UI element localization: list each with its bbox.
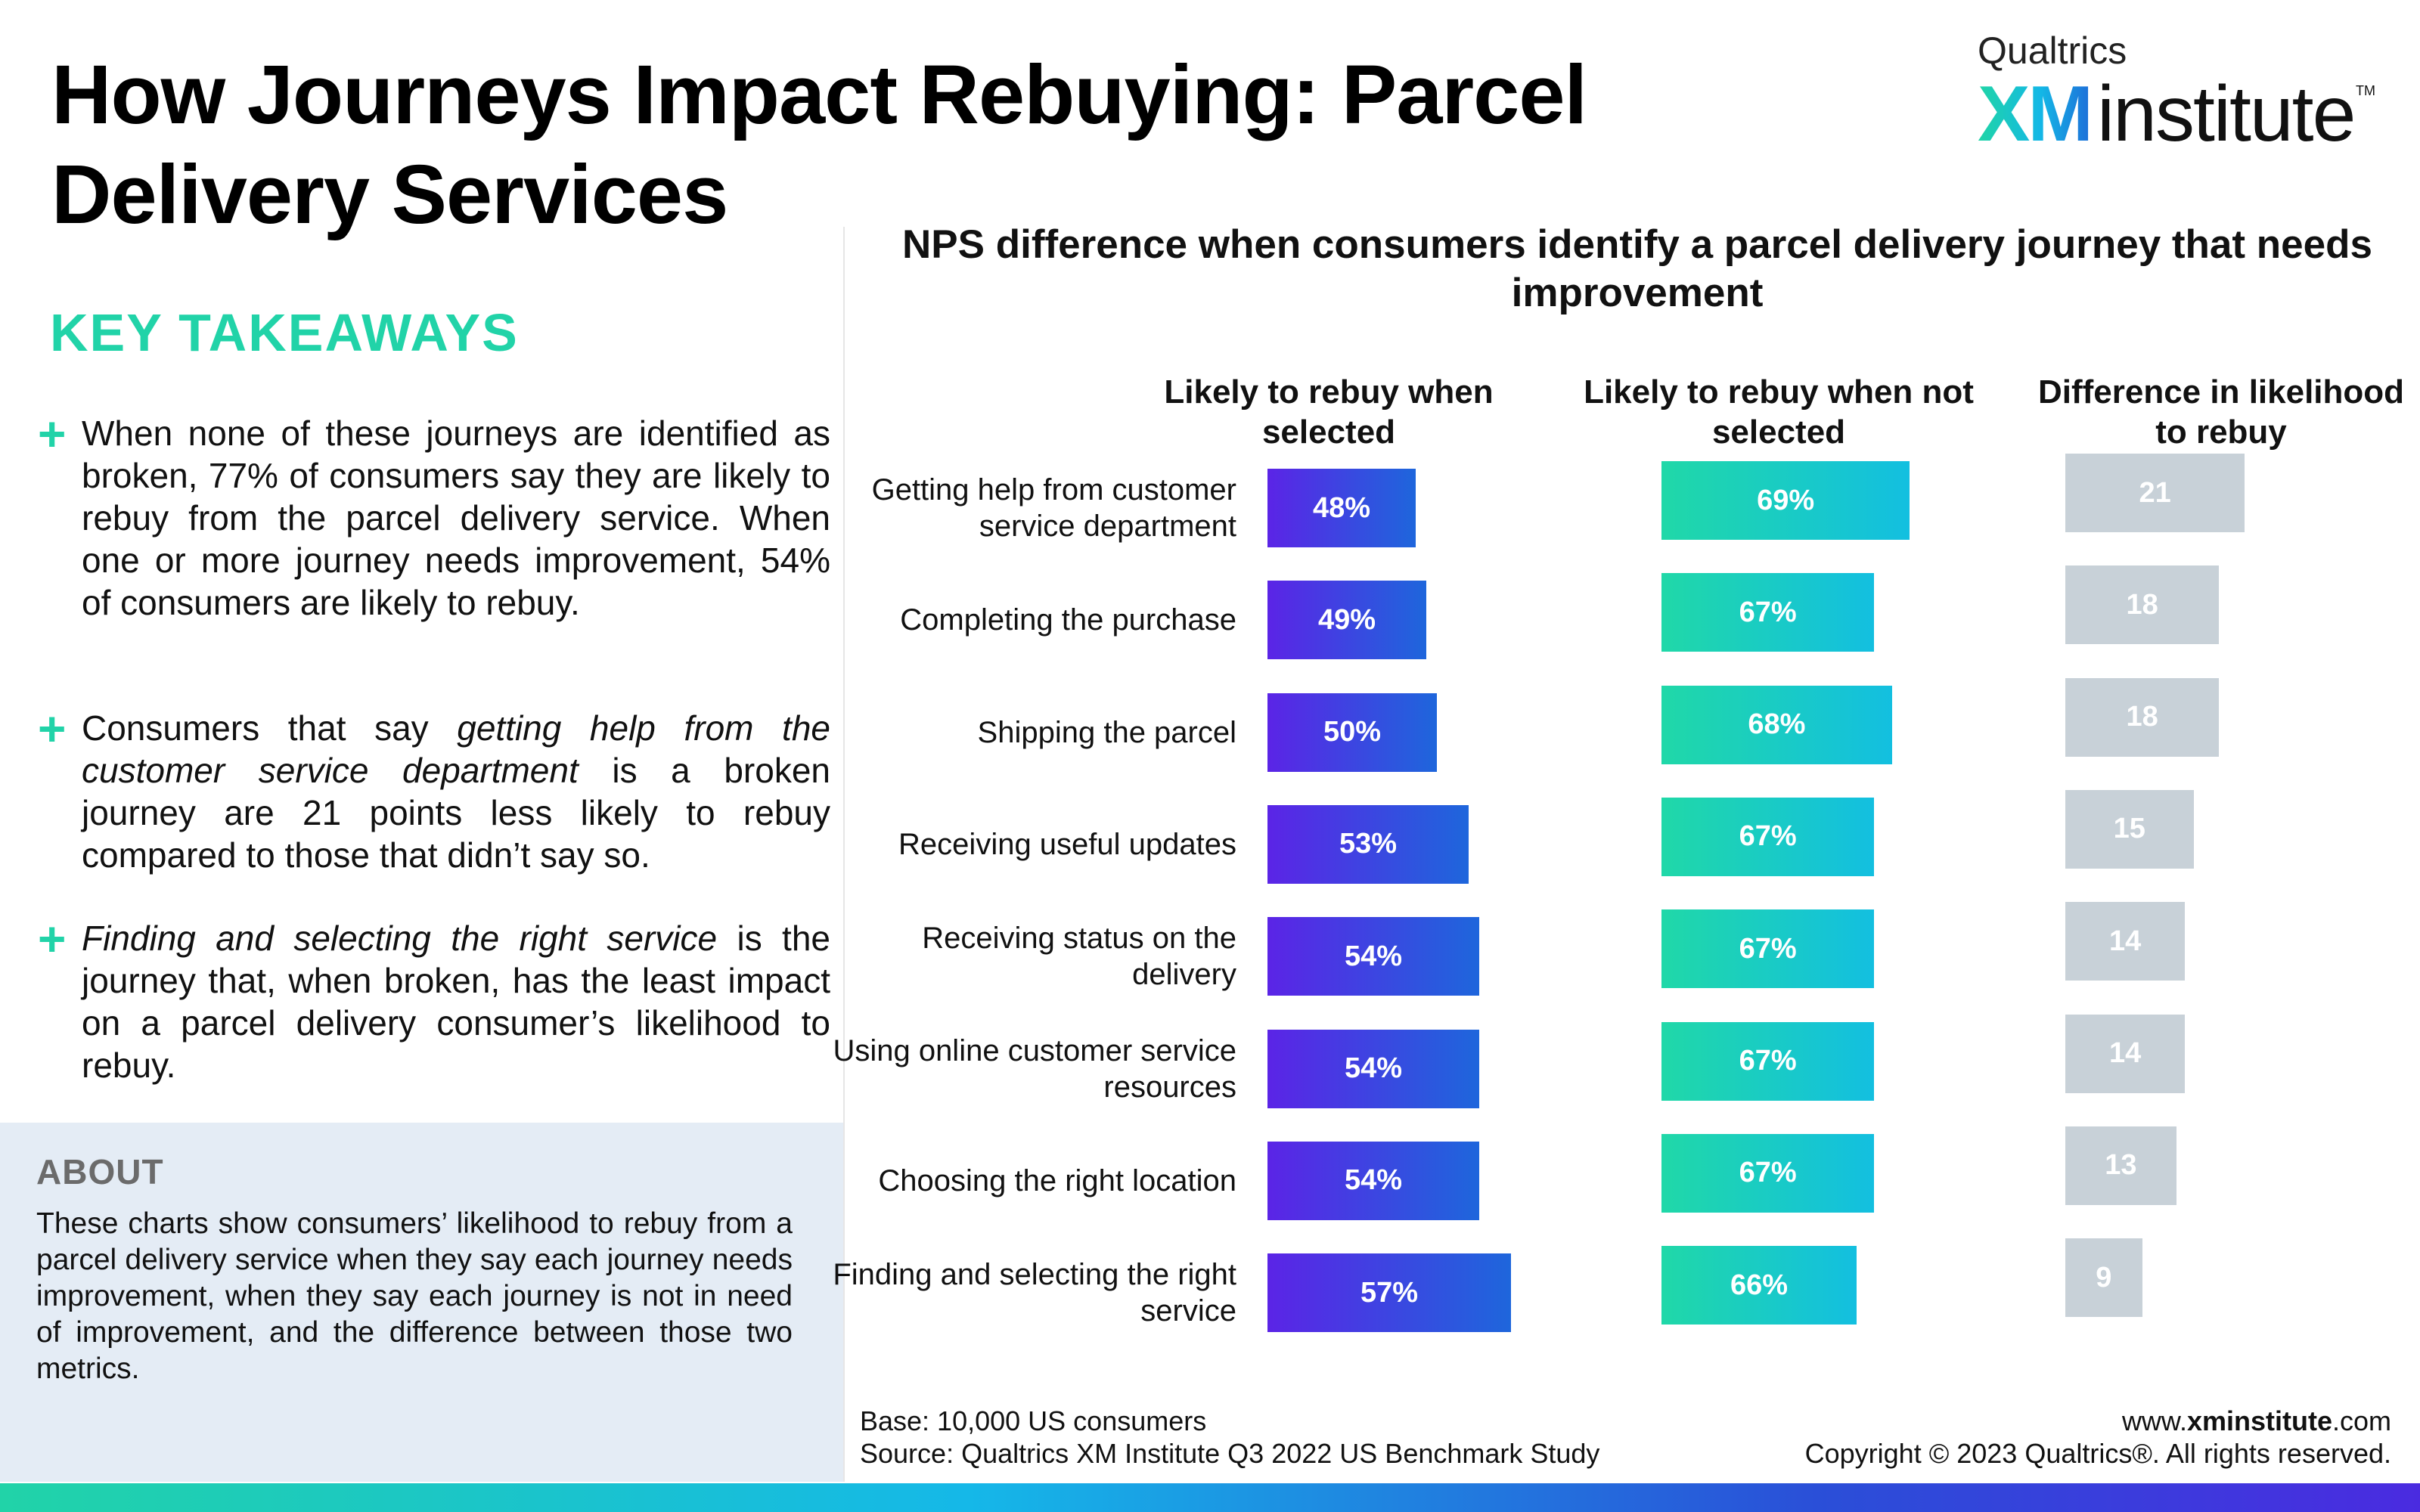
bar-not-selected: 67% — [1661, 573, 1875, 652]
logo-institute-text: institute — [2097, 70, 2356, 158]
bar-value-label: 66% — [1730, 1269, 1788, 1301]
logo-xm-text: XM — [1978, 70, 2093, 158]
column-header-difference: Difference in likelihood to rebuy — [2037, 373, 2405, 451]
bar-value-label: 53% — [1339, 828, 1398, 860]
footer-left: Base: 10,000 US consumers Source: Qualtr… — [860, 1405, 1599, 1470]
bar-difference: 9 — [2065, 1238, 2142, 1318]
bar-value-label: 54% — [1344, 1052, 1403, 1084]
bar-value-label: 13 — [2105, 1149, 2137, 1182]
bar-value-label: 21 — [2139, 476, 2171, 509]
plus-icon: + — [38, 702, 67, 756]
bar-value-label: 67% — [1739, 932, 1797, 965]
plus-icon: + — [38, 407, 67, 461]
takeaway-text-3: Finding and selecting the right service … — [82, 917, 830, 1086]
bar-value-label: 15 — [2113, 813, 2145, 845]
qualtrics-xm-institute-logo: Qualtrics XM institute TM — [1978, 29, 2375, 156]
column-header-not-selected: Likely to rebuy when not selected — [1584, 373, 1974, 451]
bar-not-selected: 67% — [1661, 797, 1875, 876]
bar-not-selected: 67% — [1661, 1133, 1875, 1213]
bar-selected: 54% — [1267, 1029, 1479, 1108]
bar-value-label: 67% — [1739, 596, 1797, 628]
bar-value-label: 49% — [1317, 603, 1376, 636]
plus-icon: + — [38, 912, 67, 966]
bar-selected: 50% — [1267, 692, 1437, 772]
bar-value-label: 67% — [1739, 1157, 1797, 1189]
category-label: Using online customer service resources — [833, 1033, 1236, 1104]
bar-selected: 57% — [1267, 1253, 1511, 1333]
takeaway-2-emphasis: getting help from the customer service d… — [82, 708, 830, 790]
bar-not-selected: 68% — [1661, 685, 1892, 764]
vertical-divider — [843, 227, 845, 1482]
category-label: Choosing the right location — [878, 1163, 1236, 1198]
website-domain: xminstitute — [2186, 1405, 2332, 1436]
logo-tm-text: TM — [2356, 83, 2375, 98]
bar-value-label: 69% — [1757, 484, 1815, 516]
about-text: These charts show consumers’ likelihood … — [36, 1207, 793, 1385]
bar-selected: 53% — [1267, 804, 1469, 884]
source-note: Source: Qualtrics XM Institute Q3 2022 U… — [860, 1438, 1600, 1469]
bar-selected: 48% — [1267, 469, 1416, 547]
category-label: Completing the purchase — [900, 603, 1236, 637]
category-label: Receiving status on the delivery — [922, 922, 1236, 992]
bar-difference: 14 — [2065, 902, 2186, 981]
bar-difference: 14 — [2065, 1014, 2186, 1093]
bar-not-selected: 67% — [1661, 1021, 1875, 1101]
takeaway-text-1: When none of these journeys are identifi… — [82, 414, 830, 622]
bar-value-label: 67% — [1739, 1045, 1797, 1077]
takeaway-2-pre: Consumers that say — [82, 708, 458, 748]
page-title: How Journeys Impact Rebuying: Parcel Del… — [51, 48, 1587, 241]
bar-value-label: 54% — [1344, 940, 1403, 972]
copyright-text: Copyright © 2023 Qualtrics®. All rights … — [1804, 1438, 2391, 1469]
category-label: Receiving useful updates — [898, 827, 1236, 861]
bottom-gradient-bar — [0, 1483, 2420, 1512]
bar-value-label: 57% — [1360, 1276, 1419, 1309]
about-heading: ABOUT — [36, 1152, 164, 1191]
bar-difference: 18 — [2065, 565, 2220, 645]
website-link[interactable]: www.xminstitute.com — [1805, 1405, 2391, 1437]
bar-value-label: 14 — [2108, 925, 2142, 957]
bar-not-selected: 66% — [1661, 1246, 1857, 1325]
bar-selected: 54% — [1267, 917, 1479, 996]
bar-difference: 18 — [2065, 677, 2220, 757]
bar-selected: 49% — [1267, 581, 1426, 660]
bar-not-selected: 69% — [1661, 461, 1910, 540]
bar-value-label: 18 — [2126, 588, 2158, 621]
bar-selected: 54% — [1267, 1141, 1479, 1220]
category-label: Getting help from customer service depar… — [871, 473, 1236, 543]
logo-qualtrics-text: Qualtrics — [1978, 29, 2127, 72]
bar-difference: 21 — [2065, 454, 2245, 532]
column-header-selected: Likely to rebuy when selected — [1164, 373, 1494, 451]
about-panel: ABOUT These charts show consumers’ likel… — [0, 1123, 843, 1482]
bar-value-label: 67% — [1739, 820, 1797, 853]
takeaway-text-2: Consumers that say getting help from the… — [82, 707, 830, 876]
bar-value-label: 54% — [1344, 1164, 1403, 1197]
bar-not-selected: 67% — [1661, 909, 1875, 989]
chart-title: NPS difference when consumers identify a… — [902, 222, 2372, 315]
bar-value-label: 14 — [2108, 1037, 2142, 1069]
base-note: Base: 10,000 US consumers — [860, 1405, 1207, 1436]
bar-value-label: 68% — [1748, 708, 1806, 741]
bar-difference: 15 — [2065, 789, 2194, 869]
category-label: Shipping the parcel — [977, 715, 1236, 749]
bar-value-label: 48% — [1312, 491, 1371, 524]
takeaway-2-post: is a broken journey are 21 points less l… — [82, 751, 830, 875]
bar-difference: 13 — [2065, 1126, 2176, 1205]
takeaway-3-emphasis: Finding and selecting the right service — [82, 919, 718, 958]
bar-value-label: 9 — [2096, 1261, 2112, 1294]
category-label: Finding and selecting the right service — [833, 1258, 1236, 1328]
takeaway-3-post: is the journey that, when broken, has th… — [82, 919, 830, 1085]
website-tld: .com — [2332, 1405, 2391, 1436]
key-takeaways-heading: KEY TAKEAWAYS — [50, 303, 519, 362]
bar-value-label: 50% — [1323, 716, 1382, 748]
bar-value-label: 18 — [2126, 701, 2158, 733]
website-www: www. — [2121, 1405, 2187, 1436]
footer-right: www.xminstitute.com Copyright © 2023 Qua… — [1805, 1405, 2391, 1470]
